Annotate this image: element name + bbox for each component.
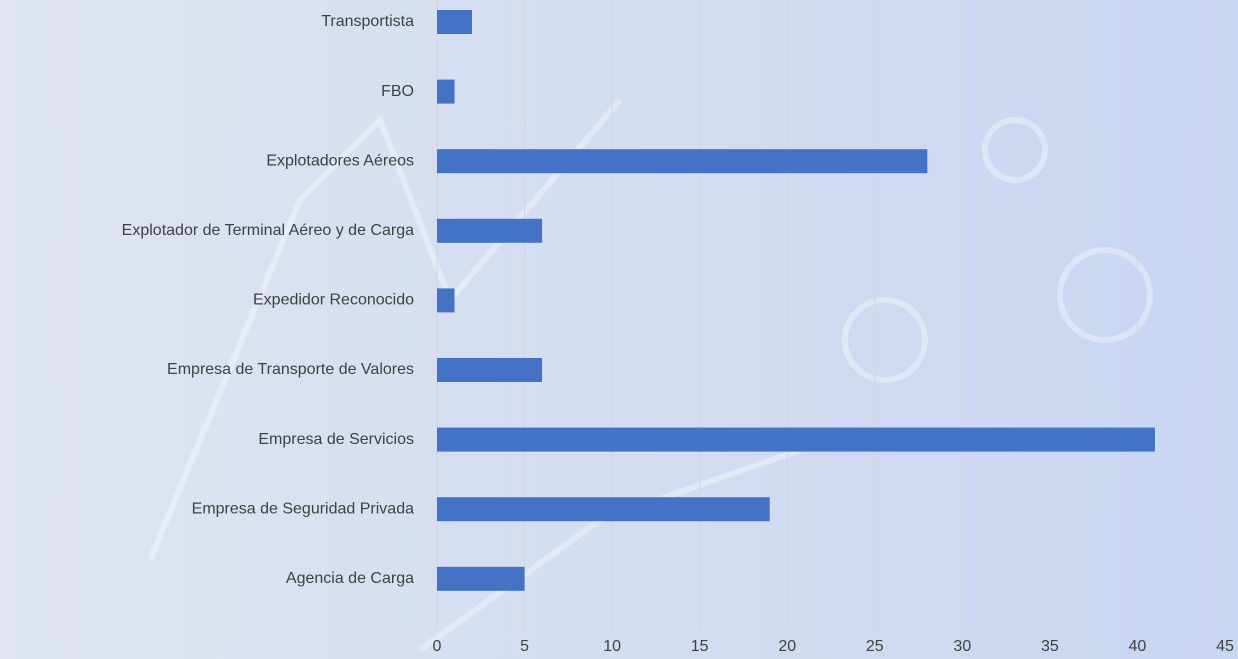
x-tick-label: 0 [433,638,442,655]
bar [437,358,543,382]
x-tick-label: 5 [520,638,529,655]
y-tick-label: Explotador de Terminal Aéreo y de Carga [122,222,414,239]
x-tick-label: 20 [778,638,796,655]
x-tick-label: 10 [603,638,621,655]
x-tick-label: 40 [1129,638,1147,655]
bar [437,288,455,313]
y-tick-label: Expedidor Reconocido [253,292,414,309]
x-tick-label: 15 [691,638,709,655]
y-tick-label: Agencia de Carga [286,570,414,587]
bar [437,427,1155,452]
bar [437,218,543,243]
bar [437,149,928,174]
x-tick-label: 25 [866,638,884,655]
bar [437,10,473,34]
bar [437,497,770,522]
y-tick-label: FBO [381,83,414,100]
y-tick-label: Transportista [321,13,414,30]
y-tick-label: Empresa de Servicios [258,431,414,448]
y-tick-label: Explotadores Aéreos [266,152,414,169]
x-tick-label: 45 [1216,638,1234,655]
y-tick-label: Empresa de Transporte de Valores [167,361,414,378]
bar [437,566,525,591]
x-tick-label: 30 [953,638,971,655]
bar [437,79,455,104]
x-tick-label: 35 [1041,638,1059,655]
y-tick-label: Empresa de Seguridad Privada [192,500,414,517]
